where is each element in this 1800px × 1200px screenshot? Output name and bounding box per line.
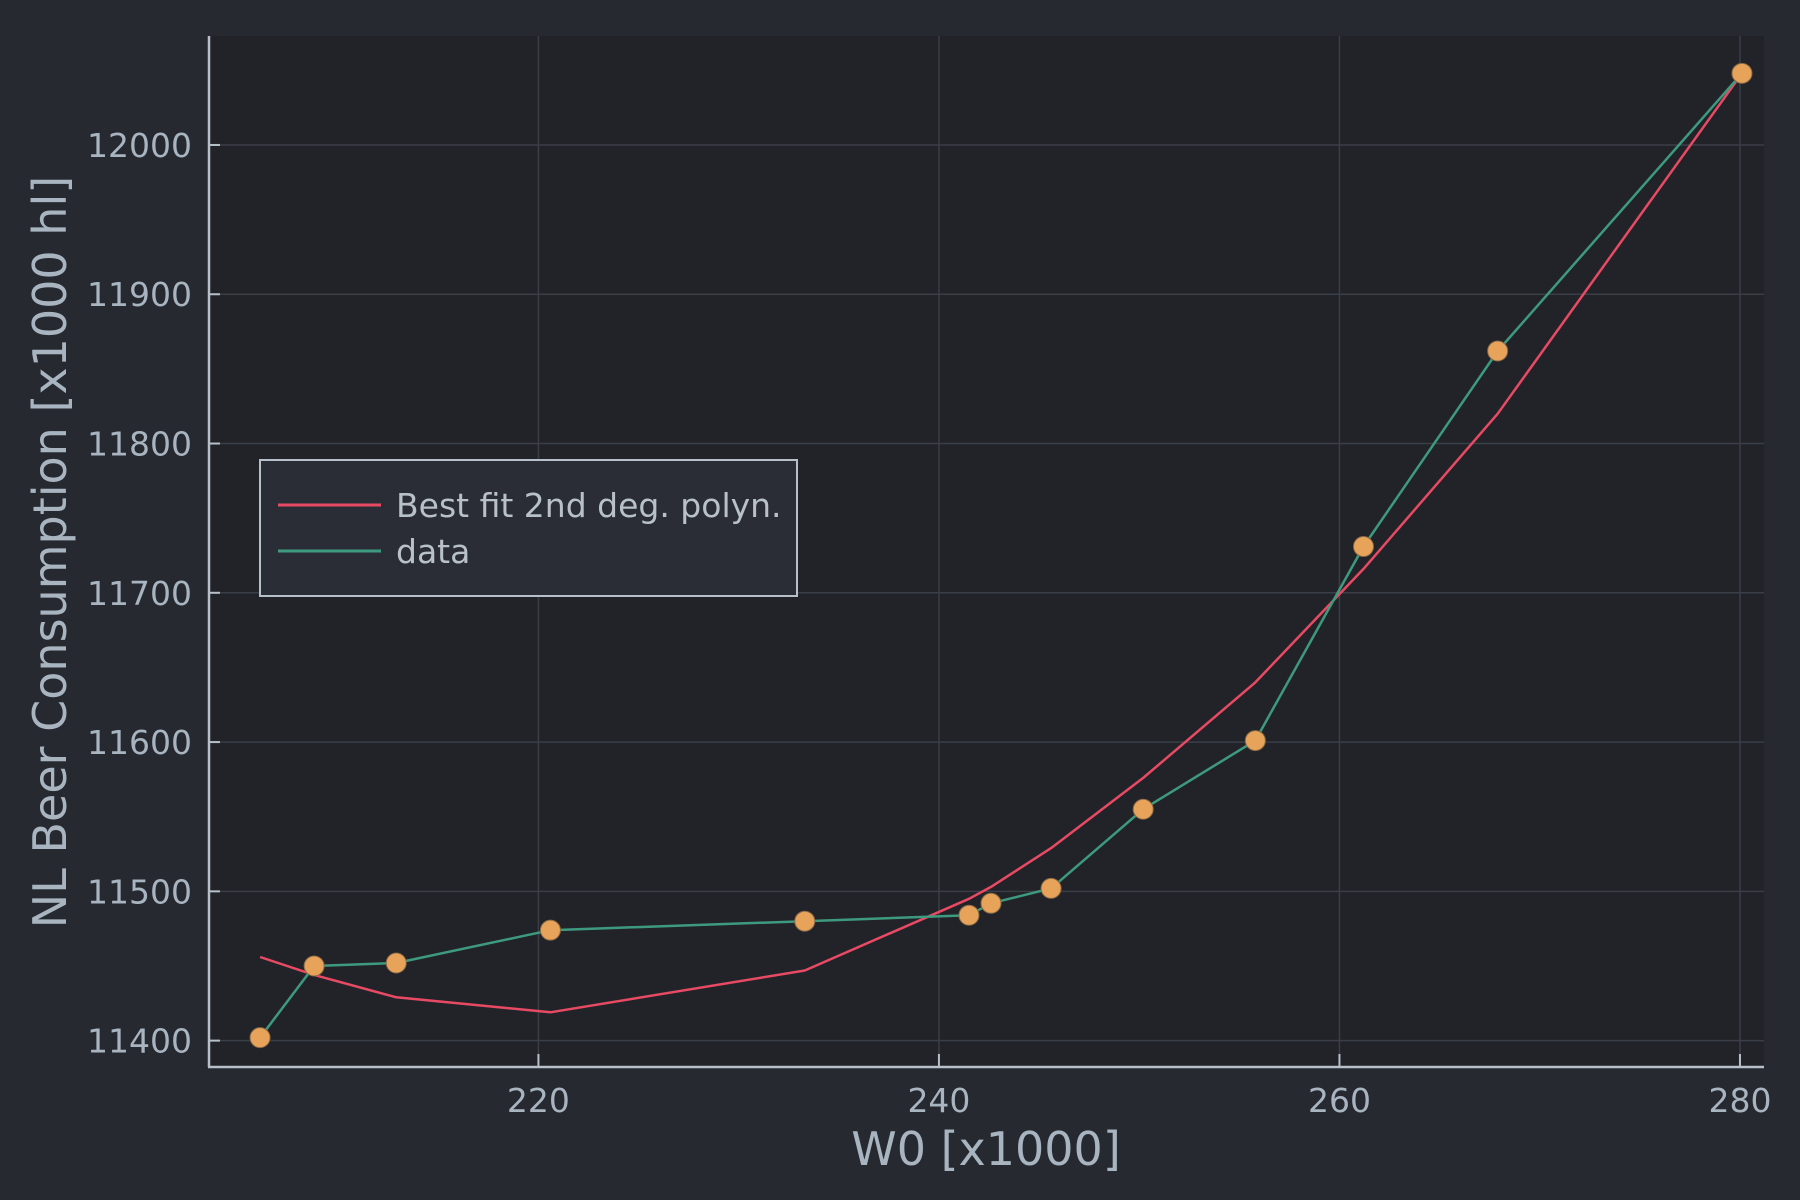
data-point: [539, 919, 561, 941]
x-tick-label: 240: [907, 1081, 970, 1120]
data-point: [303, 955, 325, 977]
y-tick-label: 11500: [87, 872, 192, 911]
x-tick-label: 260: [1308, 1081, 1371, 1120]
data-point: [1487, 340, 1509, 362]
data-point: [1244, 730, 1266, 752]
y-axis-title: NL Beer Consumption [x1000 hl]: [23, 176, 77, 928]
data-point: [1731, 62, 1753, 84]
data-point: [385, 952, 407, 974]
y-ticks: 11400 11500 11600 11700 11800 11900 12000: [87, 126, 220, 1061]
data-point: [1352, 536, 1374, 558]
legend-label-best-fit: Best fit 2nd deg. polyn.: [396, 486, 782, 525]
legend-label-data: data: [396, 532, 470, 571]
y-tick-label: 11900: [87, 275, 192, 314]
y-tick-label: 11700: [87, 574, 192, 613]
axes: [207, 36, 1764, 1069]
x-axis-title: W0 [x1000]: [851, 1122, 1121, 1176]
y-tick-label: 11800: [87, 425, 192, 464]
x-ticks: 220 240 260 280: [507, 1054, 1771, 1120]
y-tick-label: 11400: [87, 1022, 192, 1061]
legend: Best fit 2nd deg. polyn. data: [259, 459, 798, 597]
y-tick-label: 12000: [87, 126, 192, 165]
data-point: [958, 904, 980, 926]
series-line-best-fit: [259, 72, 1744, 1014]
data-point: [1040, 877, 1062, 899]
x-tick-label: 280: [1708, 1081, 1771, 1120]
series-layer: [249, 62, 1753, 1049]
legend-box: [259, 459, 798, 597]
x-tick-label: 220: [507, 1081, 570, 1120]
data-point: [249, 1027, 271, 1049]
y-tick-label: 11600: [87, 723, 192, 762]
data-point: [794, 910, 816, 932]
data-point: [1132, 798, 1154, 820]
data-point: [980, 892, 1002, 914]
